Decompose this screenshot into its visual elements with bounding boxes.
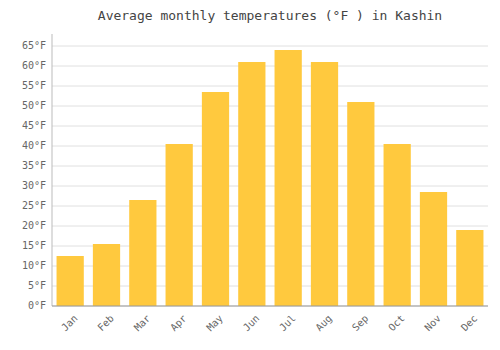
x-tick-label: Jul bbox=[277, 313, 298, 334]
y-grid bbox=[52, 46, 488, 306]
bar bbox=[166, 144, 193, 306]
bar bbox=[202, 92, 229, 306]
x-tick-label: Oct bbox=[386, 313, 407, 334]
chart-container: Average monthly temperatures (°F ) in Ka… bbox=[0, 0, 500, 350]
grid-line bbox=[52, 126, 488, 127]
x-tick-label: Mar bbox=[132, 313, 153, 334]
y-tick-label: 55°F bbox=[22, 80, 46, 91]
grid-line bbox=[52, 46, 488, 47]
x-tick-label: Sep bbox=[350, 313, 371, 334]
y-tick-label: 10°F bbox=[22, 260, 46, 271]
bar bbox=[347, 102, 374, 306]
bars bbox=[57, 50, 484, 306]
bar bbox=[456, 230, 483, 306]
bar bbox=[93, 244, 120, 306]
y-axis-line bbox=[52, 34, 53, 306]
x-axis-line bbox=[52, 306, 488, 307]
grid-line bbox=[52, 66, 488, 67]
bar bbox=[129, 200, 156, 306]
x-tick-label: Dec bbox=[459, 313, 480, 334]
x-tick-label: Aug bbox=[313, 313, 334, 334]
y-tick-label: 20°F bbox=[22, 220, 46, 231]
bar bbox=[238, 62, 265, 306]
y-tick-label: 60°F bbox=[22, 60, 46, 71]
grid-line bbox=[52, 166, 488, 167]
grid-line bbox=[52, 146, 488, 147]
x-axis: Jan Feb Mar Apr May Jun Jul Aug Sep Oct Nov Dec bbox=[59, 313, 479, 334]
bar bbox=[275, 50, 302, 306]
y-tick-label: 0°F bbox=[28, 300, 46, 311]
y-tick-label: 25°F bbox=[22, 200, 46, 211]
grid-line bbox=[52, 106, 488, 107]
x-tick-label: Jun bbox=[241, 313, 262, 334]
chart-svg: Average monthly temperatures (°F ) in Ka… bbox=[0, 0, 500, 350]
y-tick-label: 15°F bbox=[22, 240, 46, 251]
x-tick-label: May bbox=[204, 313, 225, 334]
grid-line bbox=[52, 186, 488, 187]
x-tick-label: Jan bbox=[59, 313, 80, 334]
grid-line bbox=[52, 306, 488, 307]
bar bbox=[420, 192, 447, 306]
y-tick-label: 40°F bbox=[22, 140, 46, 151]
y-tick-label: 30°F bbox=[22, 180, 46, 191]
x-tick-label: Feb bbox=[95, 313, 116, 334]
y-axis: 0°F 5°F 10°F 15°F 20°F 25°F 30°F 35°F 40°F 45°F 50… bbox=[22, 40, 46, 311]
x-tick-label: Nov bbox=[422, 313, 443, 334]
bar bbox=[311, 62, 338, 306]
y-tick-label: 65°F bbox=[22, 40, 46, 51]
y-tick-label: 5°F bbox=[28, 280, 46, 291]
chart-title: Average monthly temperatures (°F ) in Ka… bbox=[98, 8, 442, 23]
bar bbox=[57, 256, 84, 306]
y-tick-label: 50°F bbox=[22, 100, 46, 111]
y-tick-label: 45°F bbox=[22, 120, 46, 131]
x-tick-label: Apr bbox=[168, 313, 189, 334]
grid-line bbox=[52, 86, 488, 87]
y-tick-label: 35°F bbox=[22, 160, 46, 171]
bar bbox=[384, 144, 411, 306]
